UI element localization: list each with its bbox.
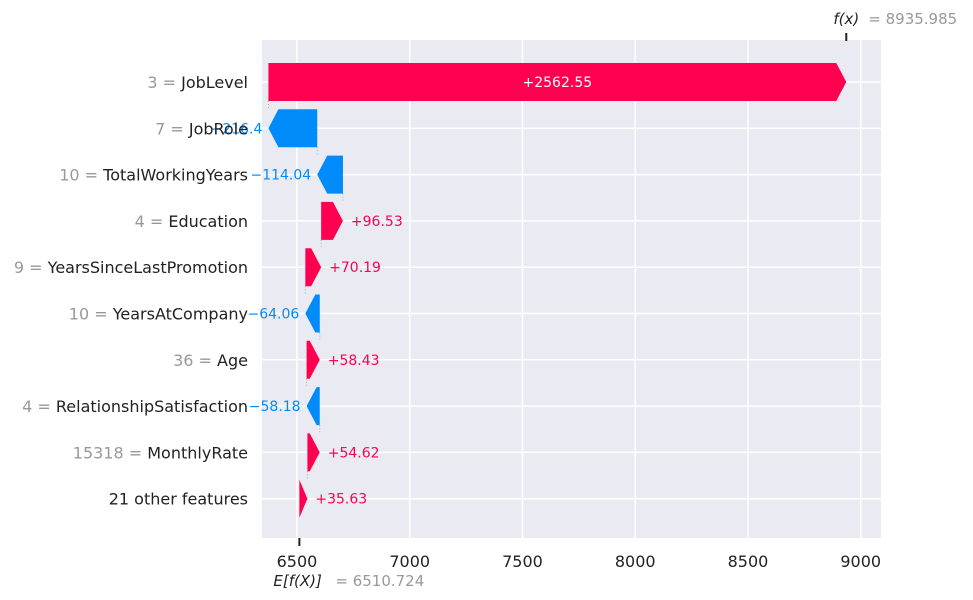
waterfall-bar — [268, 63, 847, 101]
feature-label: 15318 = MonthlyRate — [73, 443, 248, 462]
feature-name: JobRole — [188, 119, 248, 138]
contribution-label: +70.19 — [329, 260, 381, 276]
waterfall-bar — [317, 155, 343, 194]
contribution-label: +58.43 — [328, 353, 380, 369]
contribution-label: −58.18 — [249, 399, 301, 415]
equals-sign: = — [145, 212, 169, 231]
feature-label: 7 = JobRole — [155, 119, 248, 138]
x-tick-label: 6500 — [277, 552, 318, 571]
equals-sign: = — [24, 258, 48, 277]
waterfall-bar — [305, 248, 322, 287]
feature-label: 21 other features — [109, 490, 248, 509]
feature-label: 36 = Age — [173, 351, 248, 370]
contribution-label: −64.06 — [248, 307, 300, 323]
ex-label: E[f(X)] — [273, 572, 322, 590]
x-tick-label: 9000 — [840, 552, 881, 571]
feature-value: 7 — [155, 119, 165, 138]
feature-label: 10 = YearsAtCompany — [69, 305, 248, 324]
feature-value: 36 — [173, 351, 193, 370]
feature-name: JobLevel — [180, 73, 248, 92]
plot-background — [262, 40, 881, 538]
equals-sign: = — [158, 73, 182, 92]
x-tick-label: 8000 — [615, 552, 656, 571]
feature-labels: +2562.553 = JobLevel−216.47 = JobRole−11… — [14, 73, 592, 509]
contribution-label: +2562.55 — [523, 75, 593, 91]
waterfall-bar — [321, 201, 343, 240]
contribution-label: −216.4 — [211, 121, 263, 137]
waterfall-bar — [306, 387, 320, 426]
equals-sign: = — [193, 351, 217, 370]
connector-lines — [267, 101, 344, 480]
contribution-label: +35.63 — [315, 492, 367, 508]
feature-value: 4 — [135, 212, 145, 231]
feature-name: YearsSinceLastPromotion — [47, 258, 248, 277]
equals-sign: = — [165, 119, 189, 138]
waterfall-bar — [268, 109, 318, 148]
x-axis-ticks: 6500 7000 7500 8000 8500 9000 — [277, 552, 881, 571]
equals-sign: = — [32, 397, 56, 416]
x-tick-label: 8500 — [728, 552, 769, 571]
feature-name: TotalWorkingYears — [102, 166, 248, 185]
feature-label: 3 = JobLevel — [147, 73, 248, 92]
waterfall-bar — [306, 340, 320, 379]
feature-name: MonthlyRate — [147, 443, 248, 462]
contribution-label: +54.62 — [328, 445, 380, 461]
waterfall-bar — [307, 433, 320, 472]
feature-label: 4 = Education — [135, 212, 248, 231]
equals-sign: = — [89, 305, 113, 324]
x-tick-label: 7000 — [389, 552, 430, 571]
feature-value: 3 — [147, 73, 157, 92]
equals-sign: = — [124, 443, 148, 462]
waterfall-bar — [305, 294, 320, 333]
feature-name: RelationshipSatisfaction — [56, 397, 248, 416]
ex-value: = 6510.724 — [335, 572, 424, 590]
feature-value: 10 — [59, 166, 79, 185]
equals-sign: = — [80, 166, 104, 185]
contribution-label: −114.04 — [250, 168, 311, 184]
feature-label: 4 = RelationshipSatisfaction — [22, 397, 248, 416]
feature-value: 4 — [22, 397, 32, 416]
bars — [268, 63, 847, 518]
feature-label: 9 = YearsSinceLastPromotion — [14, 258, 248, 277]
feature-name: YearsAtCompany — [112, 305, 248, 324]
feature-name: 21 other features — [109, 490, 248, 509]
feature-name: Education — [168, 212, 248, 231]
feature-label: 10 = TotalWorkingYears — [59, 166, 248, 185]
x-tick-label: 7500 — [502, 552, 543, 571]
feature-value: 15318 — [73, 443, 124, 462]
fx-label: f(x) — [833, 10, 859, 28]
feature-value: 9 — [14, 258, 24, 277]
fx-value: = 8935.985 — [868, 10, 957, 28]
contribution-label: +96.53 — [351, 214, 403, 230]
feature-value: 10 — [69, 305, 89, 324]
feature-name: Age — [217, 351, 248, 370]
waterfall-bar — [299, 479, 308, 518]
